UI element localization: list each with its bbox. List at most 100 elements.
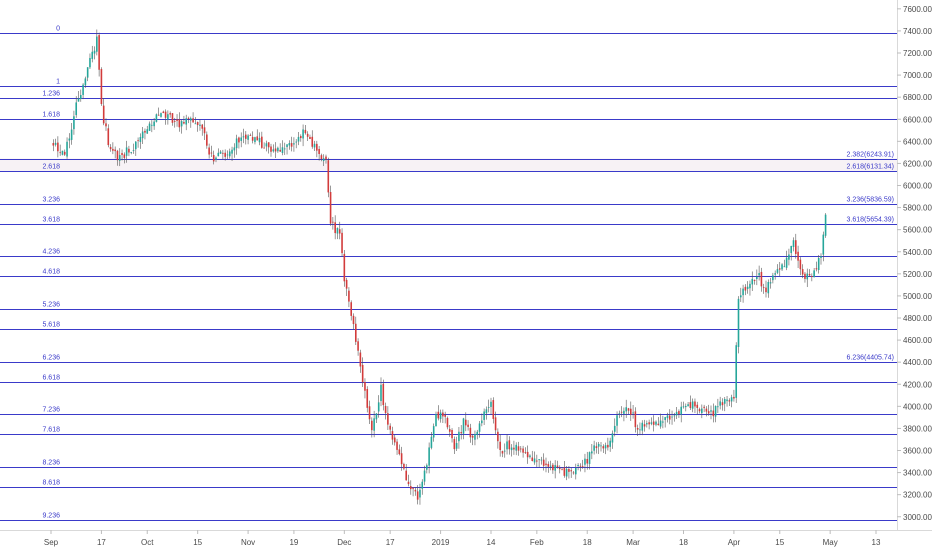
candle-body-267 bbox=[664, 417, 666, 421]
candle-body-167 bbox=[435, 413, 437, 427]
candle-body-74 bbox=[222, 152, 224, 154]
candle-body-195 bbox=[499, 441, 501, 451]
candle-body-140 bbox=[373, 418, 375, 431]
candle-body-278 bbox=[689, 402, 692, 409]
fib-band-2382-2618 bbox=[0, 158, 897, 171]
candle-body-254 bbox=[634, 411, 637, 428]
candle-body-59 bbox=[187, 117, 190, 119]
candle-body-118 bbox=[322, 158, 325, 161]
candle-body-73 bbox=[219, 151, 222, 154]
candle-body-285 bbox=[705, 408, 708, 412]
candle-body-197 bbox=[503, 450, 506, 452]
y-tick-label-17: 6400.00 bbox=[903, 137, 932, 146]
candle-body-294 bbox=[726, 399, 728, 402]
candle-body-169 bbox=[439, 412, 442, 420]
x-tick-label-12: Mar bbox=[626, 538, 640, 547]
candle-body-36 bbox=[134, 141, 137, 150]
candle-body-161 bbox=[421, 481, 424, 489]
candle-body-215 bbox=[545, 463, 547, 465]
candle-body-287 bbox=[710, 410, 712, 412]
fib-right-label-12: 6.236(4405.74) bbox=[847, 355, 894, 362]
candle-body-132 bbox=[354, 323, 357, 342]
candle-body-290 bbox=[717, 406, 719, 408]
candle-body-93 bbox=[265, 143, 268, 147]
candle-body-256 bbox=[639, 429, 641, 431]
candle-body-223 bbox=[563, 467, 566, 476]
x-tick-label-10: Feb bbox=[530, 538, 544, 547]
candle-body-141 bbox=[375, 413, 378, 420]
candle-body-334 bbox=[817, 257, 820, 270]
y-tick-label-21: 7200.00 bbox=[903, 49, 932, 58]
x-tick-label-7: 17 bbox=[386, 538, 395, 547]
candle-body-325 bbox=[797, 251, 799, 261]
candle-body-281 bbox=[696, 404, 699, 408]
candle-body-55 bbox=[178, 119, 181, 128]
fib-label-15: 7.618 bbox=[42, 427, 60, 434]
fib-label-9: 4.618 bbox=[42, 269, 60, 276]
x-tick-label-9: 14 bbox=[487, 538, 496, 547]
candle-body-272 bbox=[675, 411, 678, 416]
candle-body-297 bbox=[733, 396, 735, 399]
candle-body-250 bbox=[625, 407, 628, 412]
candle-body-123 bbox=[334, 222, 336, 234]
candle-body-8 bbox=[70, 129, 73, 140]
candle-body-308 bbox=[758, 273, 760, 276]
candle-body-306 bbox=[753, 279, 756, 281]
candle-body-27 bbox=[114, 149, 116, 152]
candle-body-64 bbox=[199, 124, 201, 126]
candle-body-245 bbox=[613, 425, 616, 432]
candle-body-204 bbox=[519, 448, 522, 450]
candle-body-241 bbox=[604, 445, 607, 449]
candle-body-126 bbox=[341, 232, 343, 254]
candle-body-75 bbox=[224, 152, 226, 157]
candle-body-12 bbox=[79, 94, 82, 100]
candle-body-322 bbox=[790, 245, 793, 254]
candle-body-310 bbox=[762, 287, 765, 289]
candle-body-44 bbox=[153, 121, 155, 127]
x-tick-label-0: Sep bbox=[44, 538, 59, 547]
candle-body-124 bbox=[336, 228, 339, 234]
y-tick-label-22: 7400.00 bbox=[903, 27, 932, 36]
candle-body-193 bbox=[494, 417, 497, 431]
candle-body-284 bbox=[703, 406, 705, 408]
candle-body-331 bbox=[811, 276, 813, 278]
candle-body-201 bbox=[513, 447, 515, 450]
candle-body-6 bbox=[66, 141, 68, 157]
candle-body-97 bbox=[274, 148, 277, 152]
candle-body-125 bbox=[338, 229, 341, 234]
x-tick-label-4: Nov bbox=[241, 538, 255, 547]
candle-body-48 bbox=[162, 111, 165, 113]
y-tick-label-20: 7000.00 bbox=[903, 71, 932, 80]
candle-body-192 bbox=[492, 400, 495, 419]
candle-body-143 bbox=[380, 384, 382, 402]
candle-body-101 bbox=[283, 148, 286, 150]
candle-body-179 bbox=[462, 418, 465, 434]
candle-body-277 bbox=[687, 404, 689, 407]
candle-body-35 bbox=[132, 150, 135, 151]
candle-body-58 bbox=[185, 118, 188, 125]
candle-body-248 bbox=[620, 411, 623, 413]
candle-body-249 bbox=[623, 410, 625, 414]
candle-body-174 bbox=[451, 430, 453, 439]
price-axis[interactable]: 3000.00 3200.00 3400.00 3600.00 3800.00 4000.… bbox=[897, 5, 932, 522]
candle-body-107 bbox=[297, 136, 300, 142]
candle-body-165 bbox=[430, 436, 433, 448]
candle-body-149 bbox=[393, 437, 396, 443]
candle-body-3 bbox=[59, 152, 61, 154]
fib-label-7: 3.618 bbox=[42, 217, 60, 224]
candle-body-220 bbox=[556, 465, 559, 468]
candle-body-233 bbox=[586, 458, 589, 464]
candle-body-108 bbox=[299, 136, 302, 139]
time-axis[interactable]: Sep 17 Oct 15 Nov 19 Dec 17 2019 14 Feb 18 Mar 18 Apr 1… bbox=[44, 530, 881, 547]
candle-body-18 bbox=[93, 50, 96, 54]
y-tick-label-14: 5800.00 bbox=[903, 204, 932, 213]
candle-body-200 bbox=[510, 447, 513, 451]
candle-body-142 bbox=[377, 402, 380, 412]
fib-label-1: 1 bbox=[56, 79, 60, 86]
candle-body-286 bbox=[707, 411, 710, 414]
fib-label-8: 4.236 bbox=[42, 249, 60, 256]
candle-body-134 bbox=[359, 352, 362, 367]
candle-body-112 bbox=[309, 136, 311, 139]
candle-body-62 bbox=[194, 123, 197, 125]
